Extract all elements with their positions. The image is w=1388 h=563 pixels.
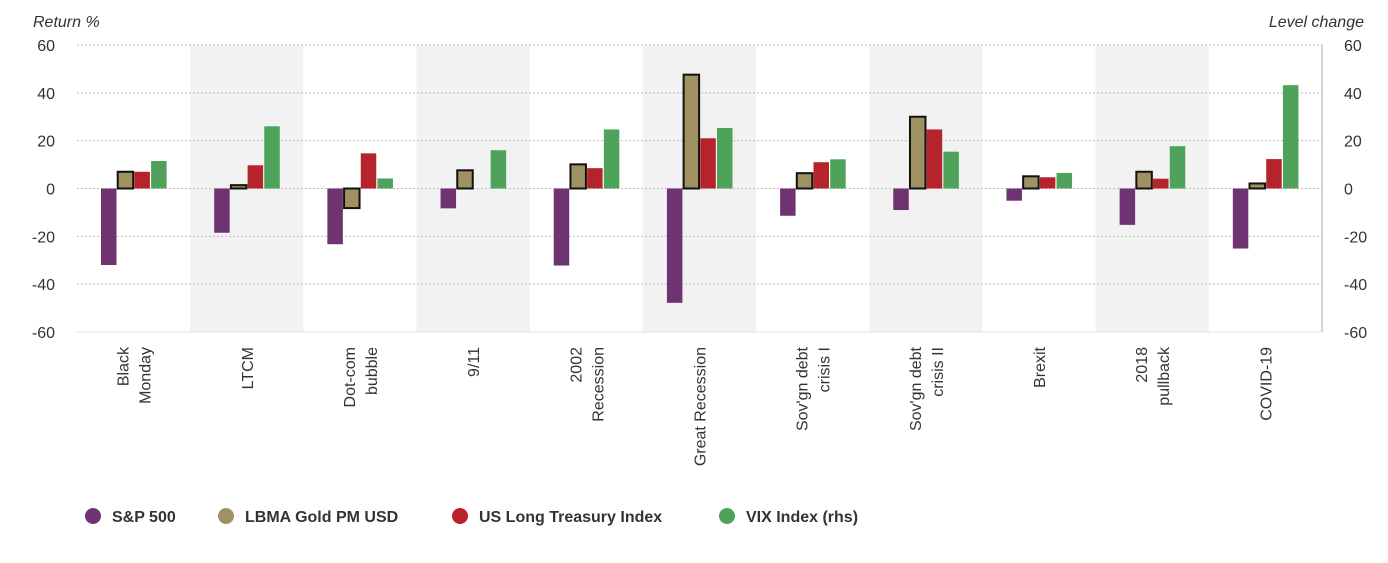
y-tick-label-right: -60 <box>1344 325 1367 342</box>
x-category-label: Sov'gn debt crisis II <box>908 346 947 431</box>
bar-s-p-500 <box>327 188 343 245</box>
bar-lbma-gold-pm-usd <box>569 163 587 190</box>
x-category-label-line: Brexit <box>1032 346 1049 387</box>
x-category-label-line: Sov'gn debt <box>908 346 925 431</box>
x-category-label-line: Black <box>116 346 133 386</box>
y-tick-label-right: -20 <box>1344 229 1367 246</box>
bar-s-p-500 <box>214 188 230 233</box>
x-category-label-line: Recession <box>590 347 607 422</box>
bar-vix-index-rhs- <box>490 150 507 189</box>
bar-vix-index-rhs- <box>377 178 393 189</box>
x-category-label: 2002 Recession <box>568 347 607 422</box>
y-tick-label-left: 20 <box>37 134 55 151</box>
bar-lbma-gold-pm-usd <box>229 184 248 190</box>
bar-us-long-treasury-index <box>134 171 150 189</box>
bar-vix-index-rhs- <box>1169 146 1186 189</box>
bar-lbma-gold-pm-usd <box>456 169 474 190</box>
bar-s-p-500 <box>1119 188 1136 225</box>
bar-us-long-treasury-index <box>1039 177 1056 189</box>
y-axis-right-title: Level change <box>1269 14 1364 31</box>
y-tick-label-left: -40 <box>32 277 55 294</box>
bar-lbma-gold-pm-usd <box>343 187 361 210</box>
bar-vix-index-rhs- <box>264 126 280 189</box>
x-category-label-line: 2002 <box>568 347 585 383</box>
legend-label: VIX Index (rhs) <box>746 509 858 526</box>
legend-label: S&P 500 <box>112 509 176 526</box>
x-category-label-line: pullback <box>1156 346 1173 406</box>
x-category-label: 2018 pullback <box>1134 346 1173 406</box>
bar-vix-index-rhs- <box>943 151 959 189</box>
x-category-label-line: crisis I <box>817 347 834 392</box>
bar-vix-index-rhs- <box>1056 172 1073 189</box>
x-category-label: COVID-19 <box>1258 347 1275 421</box>
bar-lbma-gold-pm-usd <box>116 170 135 190</box>
bar-vix-index-rhs- <box>717 127 733 189</box>
x-category-label-line: bubble <box>364 347 381 395</box>
bar-s-p-500 <box>666 188 683 303</box>
bar-s-p-500 <box>1006 188 1022 201</box>
bar-us-long-treasury-index <box>1266 159 1282 189</box>
bar-us-long-treasury-index <box>587 168 603 189</box>
x-category-label-line: 2018 <box>1134 347 1151 383</box>
bar-lbma-gold-pm-usd <box>795 172 814 190</box>
legend-label: LBMA Gold PM USD <box>245 509 398 526</box>
bar-vix-index-rhs- <box>151 160 167 189</box>
y-tick-label-left: 40 <box>37 86 55 103</box>
bar-us-long-treasury-index <box>813 162 829 189</box>
bar-lbma-gold-pm-usd <box>1022 175 1040 190</box>
x-category-label: 9/11 <box>466 347 483 377</box>
x-category-label-line: Dot-com <box>342 347 359 407</box>
x-category-label: Great Recession <box>693 347 710 466</box>
x-category-label: Black Monday <box>116 346 155 404</box>
y-tick-label-right: 0 <box>1344 182 1353 199</box>
legend-marker <box>719 508 735 524</box>
bar-s-p-500 <box>553 188 570 266</box>
x-category-label: Sov'gn debt crisis I <box>795 346 834 431</box>
bar-lbma-gold-pm-usd <box>1248 182 1267 190</box>
y-tick-label-left: 0 <box>46 182 55 199</box>
x-category-label-line: COVID-19 <box>1258 347 1275 421</box>
bar-us-long-treasury-index <box>360 153 377 189</box>
x-category-label-line: Sov'gn debt <box>795 346 812 431</box>
y-tick-label-left: -20 <box>32 229 55 246</box>
y-tick-label-right: 20 <box>1344 134 1362 151</box>
bar-s-p-500 <box>780 188 796 216</box>
bar-us-long-treasury-index <box>1153 178 1169 189</box>
bar-us-long-treasury-index <box>926 129 943 189</box>
bar-s-p-500 <box>101 188 117 266</box>
legend-marker <box>218 508 234 524</box>
y-tick-label-right: 40 <box>1344 86 1362 103</box>
bar-lbma-gold-pm-usd <box>908 115 927 190</box>
x-category-label-line: crisis II <box>930 347 947 397</box>
x-category-label-line: Great Recession <box>693 347 710 466</box>
x-category-label: Brexit <box>1032 346 1049 387</box>
y-axis-left-title: Return % <box>33 14 100 31</box>
bar-s-p-500 <box>440 188 457 209</box>
legend-marker <box>85 508 101 524</box>
bar-vix-index-rhs- <box>1282 85 1299 189</box>
x-category-label-line: Monday <box>138 347 155 404</box>
bar-s-p-500 <box>1232 188 1249 249</box>
x-category-label: LTCM <box>240 347 257 389</box>
legend-marker <box>452 508 468 524</box>
bar-vix-index-rhs- <box>830 159 846 189</box>
bar-us-long-treasury-index <box>247 165 264 189</box>
y-tick-label-right: 60 <box>1344 38 1362 55</box>
x-category-label-line: LTCM <box>240 347 257 389</box>
bar-lbma-gold-pm-usd <box>1135 170 1153 190</box>
x-category-label-line: 9/11 <box>466 347 483 377</box>
x-category-label: Dot-com bubble <box>342 347 381 408</box>
bar-us-long-treasury-index <box>700 138 716 189</box>
y-tick-label-right: -40 <box>1344 277 1367 294</box>
bar-s-p-500 <box>893 188 909 211</box>
y-tick-label-left: 60 <box>37 38 55 55</box>
bar-vix-index-rhs- <box>603 129 620 189</box>
legend-label: US Long Treasury Index <box>479 509 662 526</box>
bar-lbma-gold-pm-usd <box>682 73 701 190</box>
y-tick-label-left: -60 <box>32 325 55 342</box>
